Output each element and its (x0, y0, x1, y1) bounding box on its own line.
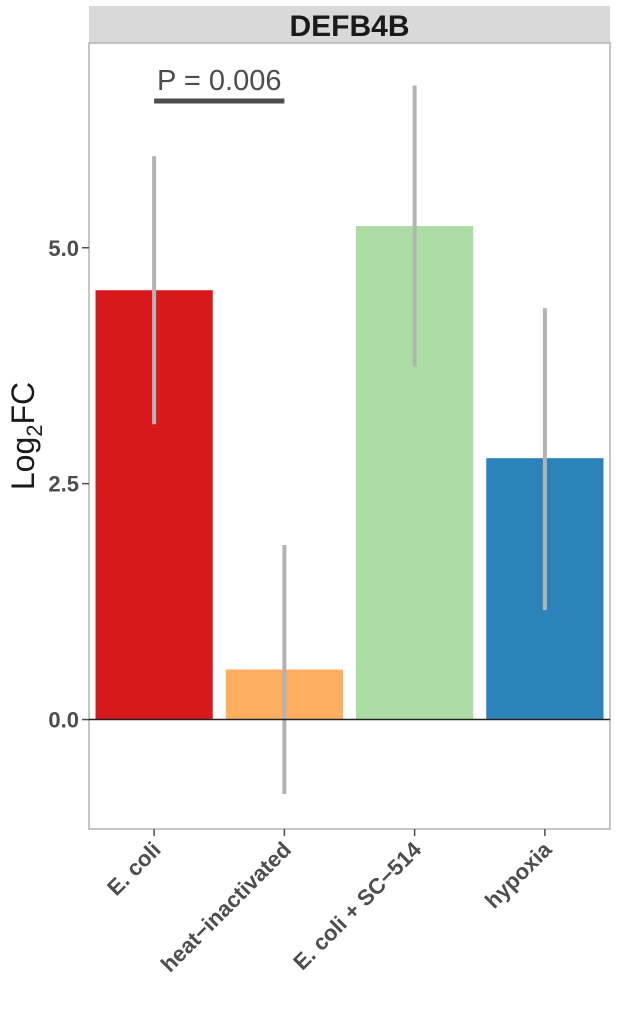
y-axis-label: Log2FC (5, 382, 47, 490)
y-axis-label-subscript: 2 (22, 425, 47, 437)
y-axis-label-rest: FC (5, 382, 41, 425)
error-bars-layer (152, 85, 547, 795)
y-axis-ticks: 0.0 2.5 5.0 (48, 236, 89, 733)
y-tick-label: 2.5 (48, 472, 79, 497)
x-tick-label: E. coli + SC−514 (288, 836, 426, 974)
annotations-layer: P = 0.006 (154, 65, 285, 104)
chart-title: DEFB4B (289, 10, 409, 43)
p-value-label: P = 0.006 (157, 65, 281, 97)
y-tick-label: 5.0 (48, 236, 79, 261)
y-axis-label-base: Log (5, 437, 41, 490)
facet-strip: DEFB4B (89, 6, 610, 43)
facet-strip-background (89, 6, 610, 43)
x-tick-label: heat−inactivated (156, 837, 296, 977)
x-tick-label: hypoxia (480, 836, 557, 913)
x-tick-label: E. coli (102, 837, 165, 900)
y-tick-label: 0.0 (48, 708, 79, 733)
